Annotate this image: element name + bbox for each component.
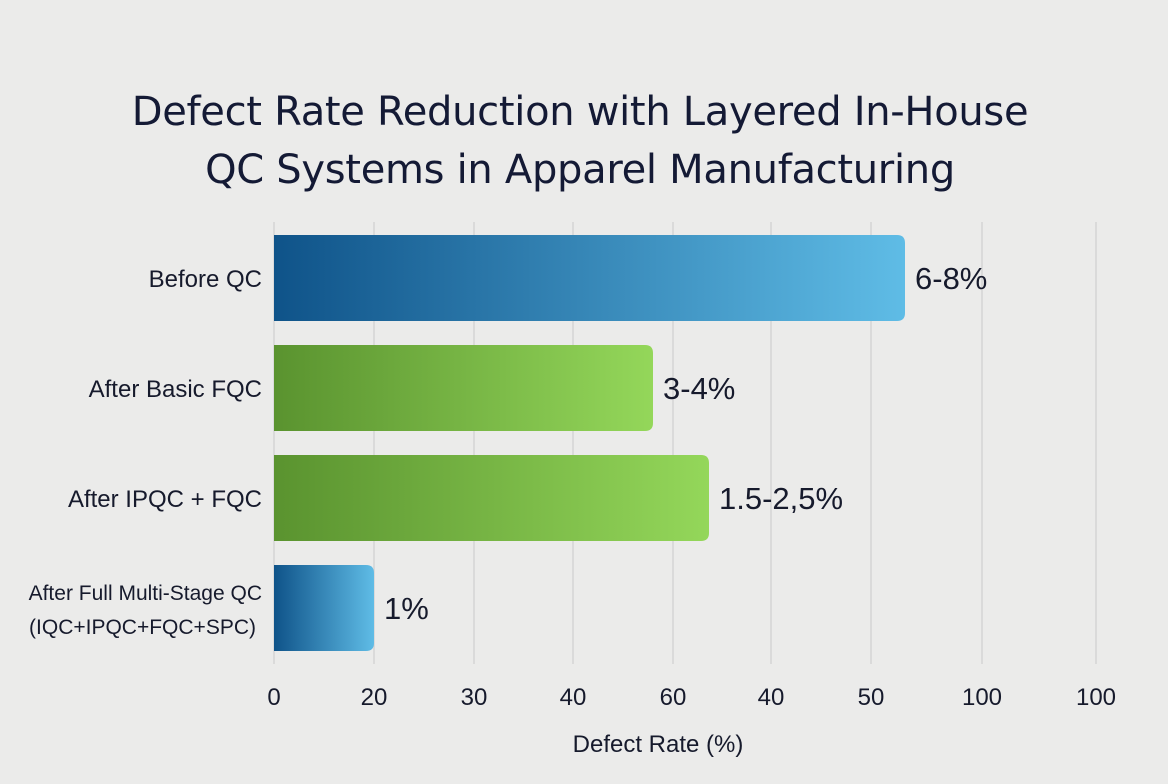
category-label: After Basic FQC	[89, 376, 262, 403]
x-tick-label: 20	[361, 684, 388, 711]
data-label: 1.5-2,5%	[719, 481, 843, 516]
data-label: 6-8%	[915, 261, 987, 296]
x-tick-label: 30	[461, 684, 488, 711]
category-label: (IQC+IPQC+FQC+SPC)	[29, 616, 256, 639]
bar	[274, 235, 905, 321]
bars	[274, 235, 905, 651]
category-label: Before QC	[149, 266, 262, 293]
chart-title-line-1: Defect Rate Reduction with Layered In-Ho…	[131, 89, 1029, 135]
x-tick-label: 100	[962, 684, 1002, 711]
data-label: 1%	[384, 591, 429, 626]
x-tick-label: 0	[267, 684, 280, 711]
x-tick-label: 50	[858, 684, 885, 711]
data-labels: 6-8% 3-4% 1.5-2,5% 1%	[384, 261, 987, 626]
bar	[274, 455, 709, 541]
chart-title-line-2: QC Systems in Apparel Manufacturing	[205, 147, 955, 193]
x-tick-label: 40	[560, 684, 587, 711]
data-label: 3-4%	[663, 371, 735, 406]
x-tick-label: 100	[1076, 684, 1116, 711]
x-axis-label: Defect Rate (%)	[573, 731, 744, 758]
x-tick-labels: 0 20 30 40 60 40 50 100 100	[267, 684, 1116, 711]
category-labels: Before QC After Basic FQC After IPQC + FQC…	[29, 266, 262, 639]
bar	[274, 565, 374, 651]
category-label: After Full Multi-Stage QC	[29, 582, 262, 605]
bar	[274, 345, 653, 431]
x-tick-label: 60	[660, 684, 687, 711]
category-label: After IPQC + FQC	[68, 486, 262, 513]
x-tick-label: 40	[758, 684, 785, 711]
